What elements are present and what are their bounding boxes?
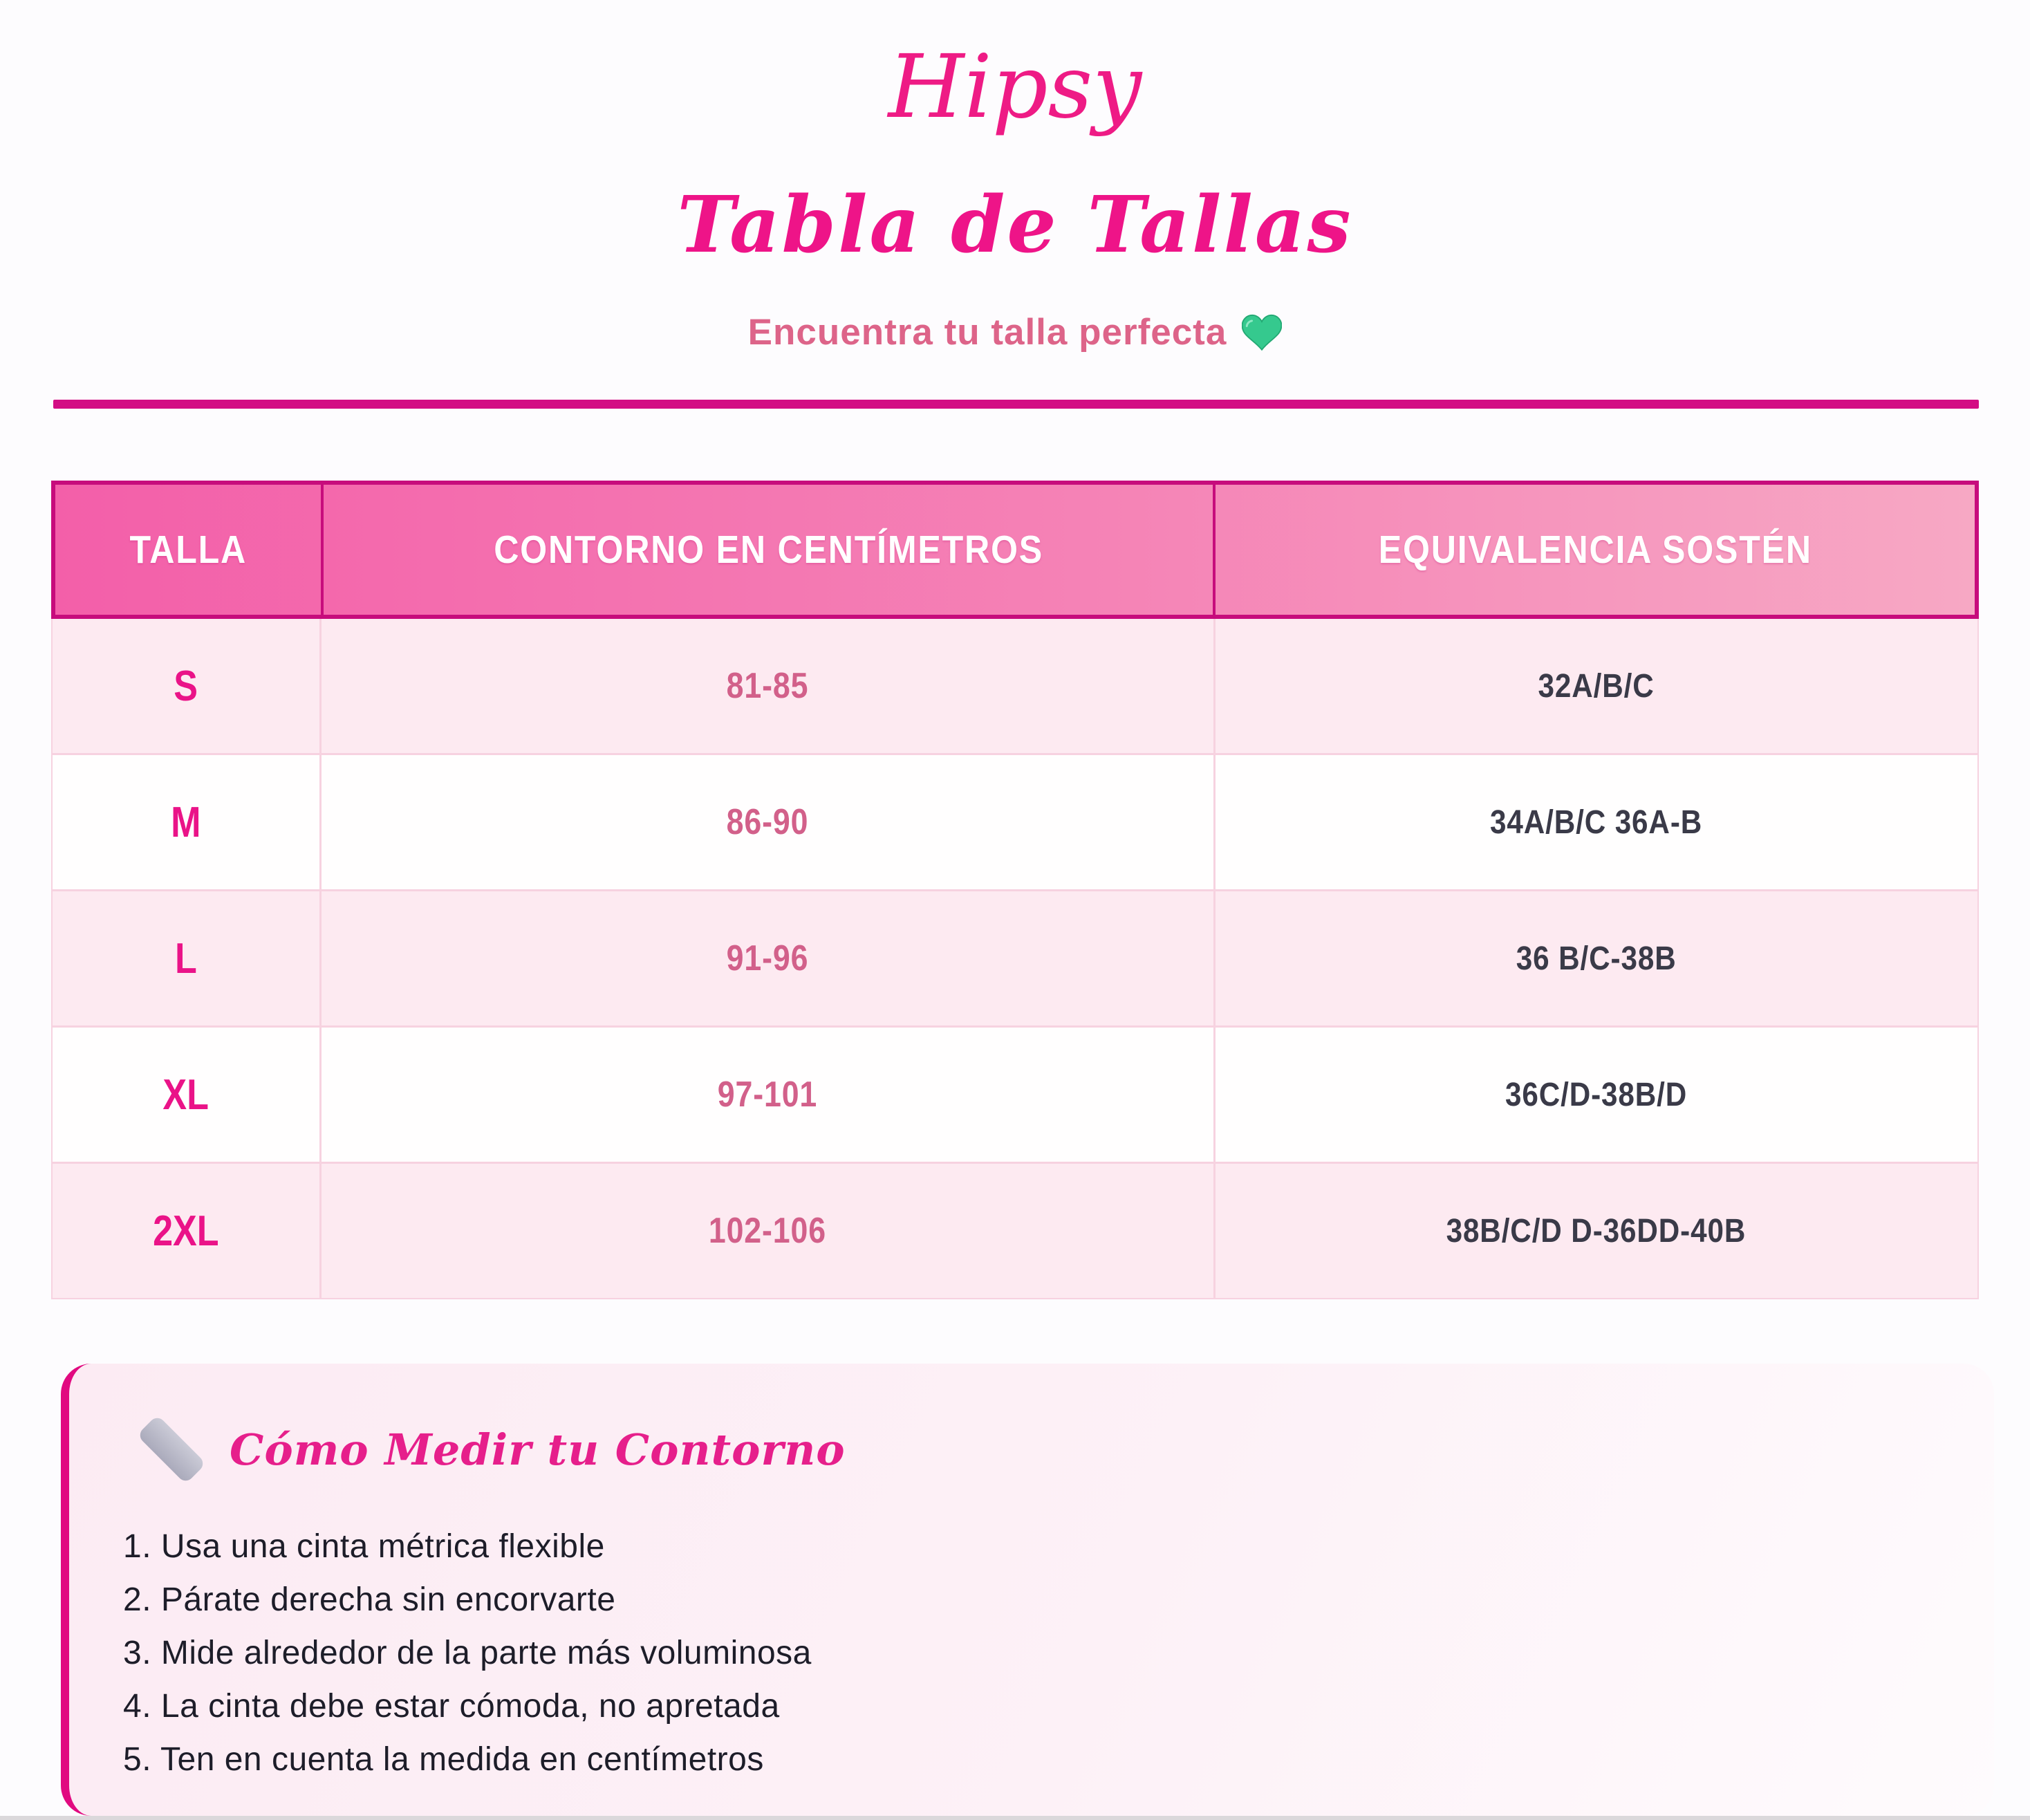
column-header-contorno: CONTORNO EN CENTÍMETROS <box>321 485 1212 615</box>
column-header-talla: TALLA <box>129 528 247 572</box>
equivalencia-cell: 38B/C/D D-36DD-40B <box>1213 1164 1977 1298</box>
guide-step-5: 5. Ten en cuenta la medida en centímetro… <box>123 1741 764 1778</box>
table-body: S 81-85 32A/B/C M 86-90 34A/B/C 36A-B L … <box>51 619 1979 1299</box>
equivalencia-cell: 34A/B/C 36A-B <box>1213 755 1977 889</box>
column-header-equivalencia: EQUIVALENCIA SOSTÉN <box>1212 485 1975 615</box>
page-subtitle: Encuentra tu talla perfecta <box>0 311 2030 353</box>
contorno-cell: 86-90 <box>319 755 1213 889</box>
contorno-cell: 91-96 <box>319 891 1213 1025</box>
guide-step-4: 4. La cinta debe estar cómoda, no apreta… <box>123 1688 780 1725</box>
table-row-2xl: 2XL 102-106 38B/C/D D-36DD-40B <box>53 1162 1977 1298</box>
page-header: Hipsy Tabla de Tallas Encuentra tu talla… <box>0 29 2030 353</box>
guide-steps-list: 1. Usa una cinta métrica flexible 2. Pár… <box>69 1520 1994 1786</box>
table-header-row: TALLA CONTORNO EN CENTÍMETROS EQUIVALENC… <box>51 481 1979 619</box>
guide-step-3: 3. Mide alrededor de la parte más volumi… <box>123 1635 812 1671</box>
table-row-m: M 86-90 34A/B/C 36A-B <box>53 753 1977 889</box>
size-cell: 2XL <box>153 1207 219 1255</box>
table-row-s: S 81-85 32A/B/C <box>53 619 1977 753</box>
equivalencia-cell: 32A/B/C <box>1213 619 1977 753</box>
size-cell: L <box>174 934 197 983</box>
ruler-icon <box>136 1414 207 1485</box>
guide-step-1: 1. Usa una cinta métrica flexible <box>123 1528 605 1565</box>
equivalencia-cell: 36C/D-38B/D <box>1213 1028 1977 1162</box>
size-cell: XL <box>162 1070 209 1119</box>
guide-header: Cómo Medir tu Contorno <box>69 1364 1994 1485</box>
contorno-cell: 102-106 <box>319 1164 1213 1298</box>
guide-step-2: 2. Párate derecha sin encorvarte <box>123 1581 616 1618</box>
page-title: Tabla de Tallas <box>677 180 1353 270</box>
measuring-guide-card: Cómo Medir tu Contorno 1. Usa una cinta … <box>61 1364 1994 1816</box>
bottom-edge-line <box>0 1816 2030 1820</box>
header-divider <box>53 400 1979 409</box>
size-cell: M <box>171 798 201 846</box>
guide-title: Cómo Medir tu Contorno <box>230 1424 846 1475</box>
contorno-cell: 81-85 <box>319 619 1213 753</box>
subtitle-text: Encuentra tu talla perfecta <box>747 312 1227 353</box>
table-row-l: L 91-96 36 B/C-38B <box>53 889 1977 1025</box>
table-row-xl: XL 97-101 36C/D-38B/D <box>53 1025 1977 1162</box>
size-table: TALLA CONTORNO EN CENTÍMETROS EQUIVALENC… <box>51 481 1979 1299</box>
brand-logo: Hipsy <box>888 36 1142 138</box>
green-heart-icon <box>1242 314 1283 351</box>
size-cell: S <box>174 662 198 710</box>
contorno-cell: 97-101 <box>319 1028 1213 1162</box>
equivalencia-cell: 36 B/C-38B <box>1213 891 1977 1025</box>
